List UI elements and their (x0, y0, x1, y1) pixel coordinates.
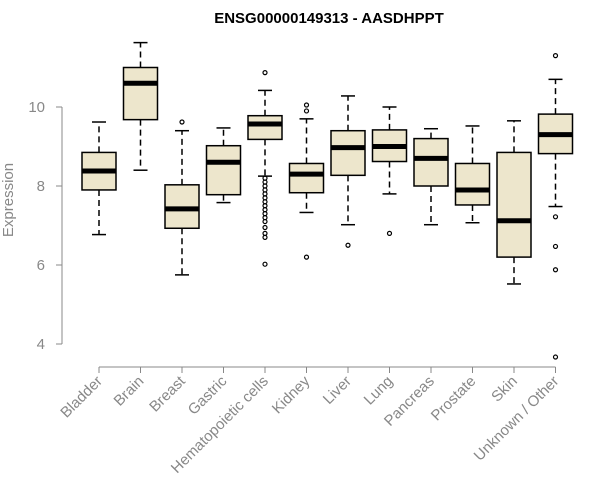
iqr-box (496, 151, 532, 258)
box-skin (496, 120, 532, 285)
outlier-point (552, 214, 559, 220)
boxes-group (81, 41, 574, 360)
y-tick-label: 6 (37, 257, 45, 274)
x-tick-label: Brain (111, 373, 148, 410)
outlier-point (386, 230, 393, 236)
iqr-box (122, 66, 159, 121)
box-unknown-other (537, 53, 574, 360)
box-breast (164, 119, 200, 276)
y-tick-label: 8 (37, 178, 45, 195)
box-prostate (454, 125, 491, 224)
box-liver (330, 95, 366, 248)
outlier-point (303, 108, 310, 114)
x-tick-label: Bladder (57, 373, 106, 422)
outlier-point (552, 53, 559, 59)
outlier-point (179, 119, 185, 125)
y-axis-label: Expression (0, 163, 17, 237)
iqr-box (454, 162, 491, 206)
outlier-point (303, 254, 310, 260)
x-tick-label: Skin (488, 373, 521, 406)
outlier-point (262, 218, 268, 225)
iqr-box (413, 137, 449, 187)
y-tick-label: 10 (28, 99, 45, 116)
iqr-box (205, 144, 242, 196)
box-gastric (205, 127, 242, 204)
x-tick-label: Prostate (428, 373, 480, 425)
outlier-point (303, 102, 310, 108)
x-tick-label: Liver (320, 373, 355, 408)
box-bladder (81, 121, 117, 236)
box-hematopoietic-cells (247, 70, 283, 267)
x-tick-label: Kidney (269, 372, 314, 417)
outlier-point (262, 234, 268, 240)
chart-title: ENSG00000149313 - AASDHPPT (214, 10, 444, 27)
axes: 4 6 8 10 (28, 99, 556, 373)
iqr-box (288, 162, 325, 194)
box-lung (371, 106, 408, 236)
x-tick-label: Breast (146, 372, 189, 415)
outlier-point (345, 242, 351, 248)
outlier-point (552, 267, 559, 273)
box-kidney (288, 102, 325, 260)
outlier-point (552, 243, 559, 250)
outlier-point (552, 354, 559, 360)
outlier-point (262, 224, 268, 231)
outlier-point (262, 70, 268, 76)
box-pancreas (413, 127, 449, 226)
outlier-point (262, 261, 268, 267)
box-brain (122, 41, 159, 171)
iqr-box (247, 114, 283, 141)
y-tick-label: 4 (37, 336, 45, 353)
iqr-box (330, 129, 366, 177)
x-tick-label: Lung (361, 373, 397, 409)
